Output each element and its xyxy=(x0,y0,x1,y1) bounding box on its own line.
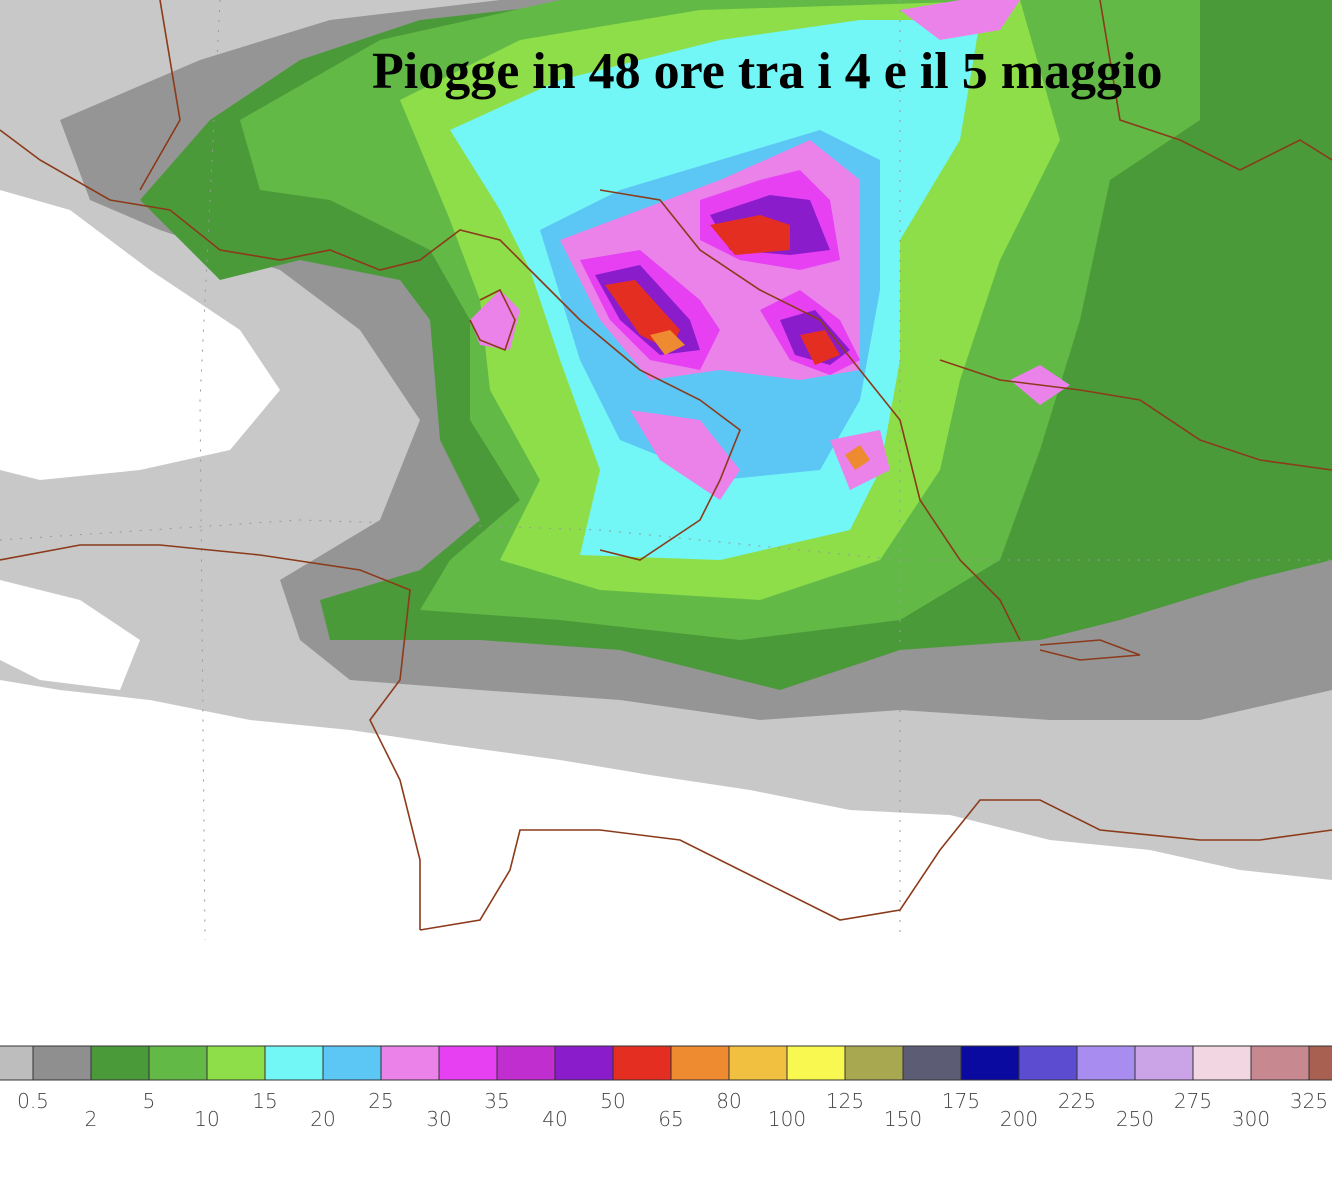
legend-label: 200 xyxy=(1000,1107,1038,1131)
legend-label: 15 xyxy=(252,1089,277,1113)
legend-swatch xyxy=(1076,1045,1136,1081)
legend-swatch xyxy=(1308,1045,1332,1081)
legend-swatch xyxy=(902,1045,962,1081)
coastline xyxy=(469,288,516,352)
legend-swatch xyxy=(554,1045,614,1081)
legend-swatch xyxy=(0,1045,34,1081)
legend-label: 65 xyxy=(658,1107,683,1131)
color-legend: 0.52510152025303540506580100125150175200… xyxy=(0,1045,1332,1131)
legend-swatch xyxy=(1192,1045,1252,1081)
legend-label: 0.5 xyxy=(17,1089,49,1113)
coastline xyxy=(0,544,421,930)
legend-swatch xyxy=(206,1045,266,1081)
legend-label: 10 xyxy=(194,1107,219,1131)
precipitation-map xyxy=(0,0,1332,941)
coastline xyxy=(419,799,1332,931)
grid-line xyxy=(199,0,221,941)
red-50 xyxy=(800,330,840,365)
coastline xyxy=(139,0,181,191)
legend-label: 25 xyxy=(368,1089,393,1113)
legend-swatch xyxy=(612,1045,672,1081)
legend-label: 125 xyxy=(826,1089,864,1113)
legend-swatch xyxy=(960,1045,1020,1081)
legend-label: 20 xyxy=(310,1107,335,1131)
legend-label: 35 xyxy=(484,1089,509,1113)
legend-swatch xyxy=(90,1045,150,1081)
coastline xyxy=(1099,0,1332,171)
white-patch xyxy=(0,190,280,480)
legend-swatch xyxy=(728,1045,788,1081)
coastline xyxy=(1039,639,1141,661)
white-patch xyxy=(0,580,140,690)
coastline xyxy=(0,129,741,561)
legend-label: 275 xyxy=(1174,1089,1212,1113)
legend-swatch xyxy=(786,1045,846,1081)
legend-swatch xyxy=(496,1045,556,1081)
coastline xyxy=(599,189,1021,641)
legend-label: 40 xyxy=(542,1107,567,1131)
legend-swatch xyxy=(1250,1045,1310,1081)
legend-label: 150 xyxy=(884,1107,922,1131)
legend-label: 30 xyxy=(426,1107,451,1131)
legend-label: 5 xyxy=(143,1089,156,1113)
legend-label: 175 xyxy=(942,1089,980,1113)
legend-swatch xyxy=(1134,1045,1194,1081)
pink-30 xyxy=(630,410,740,500)
legend-label: 2 xyxy=(85,1107,98,1131)
legend-swatch xyxy=(322,1045,382,1081)
legend-swatch xyxy=(438,1045,498,1081)
map-title: Piogge in 48 ore tra i 4 e il 5 maggio xyxy=(372,43,1162,100)
legend-swatch xyxy=(844,1045,904,1081)
legend-label: 300 xyxy=(1232,1107,1270,1131)
coastline xyxy=(939,359,1332,471)
legend-label: 250 xyxy=(1116,1107,1154,1131)
red-50 xyxy=(710,215,790,255)
legend-label: 325 xyxy=(1290,1089,1328,1113)
legend-swatch xyxy=(148,1045,208,1081)
legend-label: 100 xyxy=(768,1107,806,1131)
legend-swatch xyxy=(264,1045,324,1081)
legend-swatch xyxy=(670,1045,730,1081)
pink-30 xyxy=(900,0,1020,40)
orange-65 xyxy=(650,330,685,355)
orange-65 xyxy=(845,445,870,470)
grid-line xyxy=(0,519,1332,561)
legend-label: 225 xyxy=(1058,1089,1096,1113)
legend-swatch xyxy=(32,1045,92,1081)
legend-label: 50 xyxy=(600,1089,625,1113)
legend-swatch xyxy=(380,1045,440,1081)
legend-swatch xyxy=(1018,1045,1078,1081)
legend-label: 80 xyxy=(716,1089,741,1113)
